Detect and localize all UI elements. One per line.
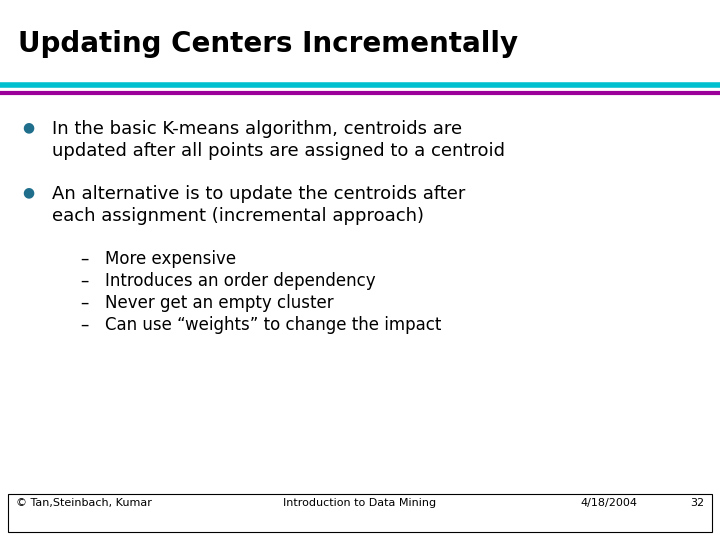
Text: In the basic K-means algorithm, centroids are: In the basic K-means algorithm, centroid… (52, 120, 462, 138)
Text: –: – (80, 272, 89, 290)
Text: Can use “weights” to change the impact: Can use “weights” to change the impact (105, 316, 441, 334)
Text: –: – (80, 250, 89, 268)
Text: Updating Centers Incrementally: Updating Centers Incrementally (18, 30, 518, 58)
Text: Never get an empty cluster: Never get an empty cluster (105, 294, 333, 312)
Text: –: – (80, 294, 89, 312)
Text: More expensive: More expensive (105, 250, 236, 268)
Text: An alternative is to update the centroids after: An alternative is to update the centroid… (52, 185, 465, 203)
Text: © Tan,Steinbach, Kumar: © Tan,Steinbach, Kumar (16, 498, 152, 508)
Text: ●: ● (22, 185, 34, 199)
Text: 32: 32 (690, 498, 704, 508)
Text: –: – (80, 316, 89, 334)
Text: ●: ● (22, 120, 34, 134)
Text: 4/18/2004: 4/18/2004 (580, 498, 637, 508)
Text: updated after all points are assigned to a centroid: updated after all points are assigned to… (52, 142, 505, 160)
Text: Introduction to Data Mining: Introduction to Data Mining (284, 498, 436, 508)
Text: Introduces an order dependency: Introduces an order dependency (105, 272, 376, 290)
Text: each assignment (incremental approach): each assignment (incremental approach) (52, 207, 424, 225)
FancyBboxPatch shape (8, 494, 712, 532)
